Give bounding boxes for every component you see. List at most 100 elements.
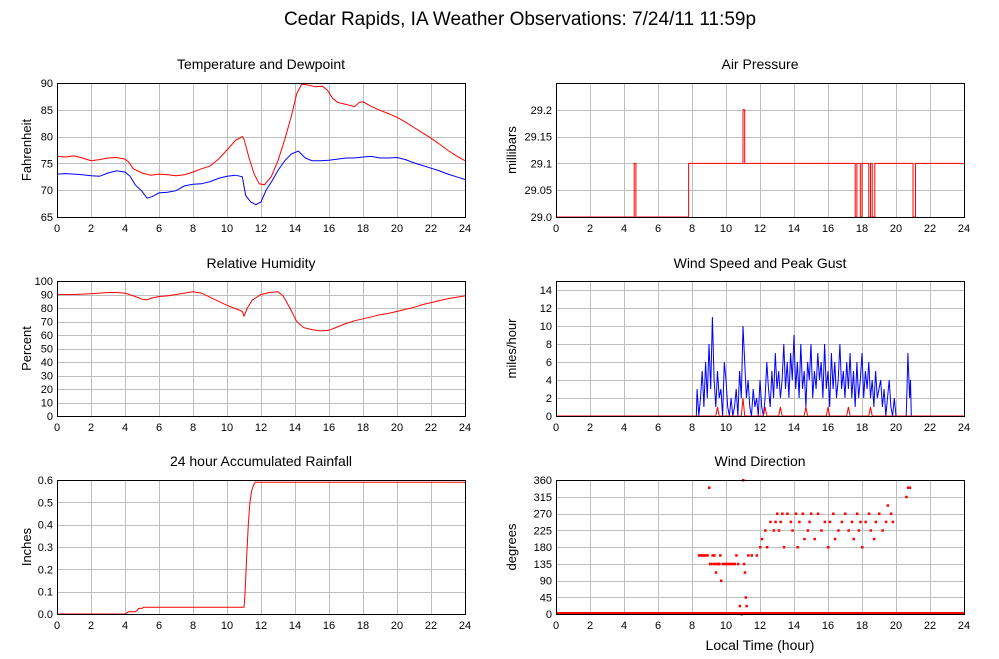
direction-point: [889, 512, 893, 515]
wind-title: Wind Speed and Peak Gust: [674, 255, 847, 271]
temp-x-tick-label: 8: [190, 223, 196, 235]
direction-point: [723, 562, 726, 566]
rain-y-axis-label: Inches: [19, 527, 34, 566]
direction-point: [699, 554, 702, 557]
humidity-y-tick-label: 20: [41, 384, 53, 396]
pressure-x-tick-label: 0: [553, 223, 559, 235]
direction-point: [855, 512, 859, 515]
direction-x-tick-label: 2: [587, 620, 593, 632]
direction-point: [719, 579, 723, 582]
pressure-x-tick-label: 2: [587, 223, 593, 235]
temp-series-0-line: [56, 83, 466, 186]
direction-point: [796, 546, 799, 549]
direction-y-tick-label: 90: [540, 576, 552, 588]
direction-point: [709, 562, 713, 566]
direction-point: [765, 546, 769, 549]
pressure-x-tick-label: 24: [958, 223, 970, 235]
rain-x-tick-label: 6: [156, 620, 162, 632]
temp-y-tick-label: 75: [41, 158, 53, 170]
direction-point: [820, 529, 823, 532]
direction-point: [713, 554, 716, 557]
direction-point: [750, 554, 753, 557]
direction-point: [874, 520, 878, 524]
wind-x-tick-label: 10: [720, 422, 732, 434]
rain-x-tick-label: 16: [323, 620, 335, 632]
pressure-x-tick-label: 16: [822, 223, 834, 235]
rain-x-tick-label: 2: [88, 620, 94, 632]
rain-x-tick-label: 12: [255, 620, 267, 632]
rain-x-tick-label: 10: [221, 620, 233, 632]
temp-y-tick-label: 70: [41, 185, 53, 197]
direction-point: [905, 495, 908, 499]
humidity-x-tick-label: 6: [156, 422, 162, 434]
rain-x-tick-label: 24: [459, 620, 471, 632]
pressure-x-tick-label: 4: [621, 223, 627, 235]
humidity-y-tick-label: 80: [41, 303, 53, 315]
rain-y-tick-label: 0.6: [38, 475, 53, 487]
rain-y-tick-label: 0.4: [38, 520, 53, 532]
temp-x-tick-label: 22: [425, 223, 437, 235]
pressure-grid: [556, 83, 965, 218]
direction-point: [712, 562, 715, 566]
direction-point: [704, 554, 708, 557]
rain-x-tick-label: 4: [122, 620, 128, 632]
direction-point: [850, 520, 854, 524]
direction-point: [869, 529, 872, 532]
direction-point: [711, 554, 714, 557]
wind-x-tick-label: 0: [553, 422, 559, 434]
temp-x-tick-label: 18: [357, 223, 369, 235]
direction-point: [733, 562, 736, 566]
direction-y-tick-label: 0: [546, 609, 552, 621]
humidity-y-tick-label: 70: [41, 317, 53, 329]
humidity-y-axis-label: Percent: [19, 326, 34, 371]
direction-point: [701, 554, 704, 557]
temp-x-tick-label: 24: [459, 223, 471, 235]
direction-calm-band: [556, 612, 964, 615]
direction-point: [725, 562, 728, 566]
direction-point: [702, 554, 706, 557]
direction-point: [714, 571, 718, 574]
direction-point: [832, 512, 835, 515]
direction-point: [833, 537, 837, 541]
temp-x-tick-label: 12: [255, 223, 267, 235]
direction-point: [886, 504, 889, 507]
direction-point: [755, 554, 759, 557]
wind-frame: [556, 281, 965, 417]
direction-point: [827, 546, 830, 549]
temp-x-tick-label: 20: [391, 223, 403, 235]
pressure-y-tick-label: 29.05: [524, 185, 552, 197]
direction-point: [726, 562, 730, 566]
humidity-y-tick-label: 30: [41, 371, 53, 383]
direction-point: [777, 529, 781, 532]
direction-point: [774, 520, 777, 524]
wind-x-tick-label: 8: [689, 422, 695, 434]
direction-point: [816, 512, 820, 515]
direction-point: [735, 554, 738, 557]
humidity-x-tick-label: 12: [255, 422, 267, 434]
rain-x-tick-label: 20: [391, 620, 403, 632]
temp-y-axis-label: Fahrenheit: [19, 119, 34, 182]
temp-y-tick-label: 90: [41, 78, 53, 90]
rain-y-tick-label: 0.1: [38, 587, 53, 599]
temp-y-tick-label: 85: [41, 105, 53, 117]
direction-point: [776, 512, 779, 515]
wind-y-tick-label: 14: [540, 285, 552, 297]
wind-y-axis-label: miles/hour: [504, 318, 519, 379]
temp-x-tick-label: 14: [289, 223, 301, 235]
humidity-y-tick-label: 10: [41, 398, 53, 410]
rain-y-tick-label: 0.0: [38, 609, 53, 621]
direction-y-tick-label: 360: [534, 475, 552, 487]
direction-point: [813, 537, 816, 541]
direction-point: [857, 529, 861, 532]
direction-point: [823, 520, 827, 524]
rain-title: 24 hour Accumulated Rainfall: [170, 453, 352, 469]
direction-x-tick-label: 12: [754, 620, 766, 632]
humidity-x-tick-label: 0: [54, 422, 60, 434]
humidity-x-tick-label: 8: [190, 422, 196, 434]
